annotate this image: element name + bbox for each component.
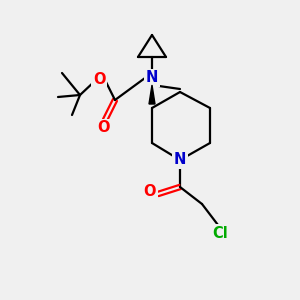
Text: O: O <box>144 184 156 200</box>
Text: N: N <box>146 70 158 86</box>
Text: O: O <box>97 121 109 136</box>
Polygon shape <box>149 85 155 104</box>
Text: Cl: Cl <box>212 226 228 241</box>
Text: O: O <box>93 71 105 86</box>
Text: N: N <box>174 152 186 167</box>
